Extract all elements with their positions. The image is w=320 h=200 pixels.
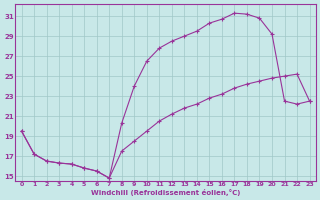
X-axis label: Windchill (Refroidissement éolien,°C): Windchill (Refroidissement éolien,°C) <box>91 189 240 196</box>
